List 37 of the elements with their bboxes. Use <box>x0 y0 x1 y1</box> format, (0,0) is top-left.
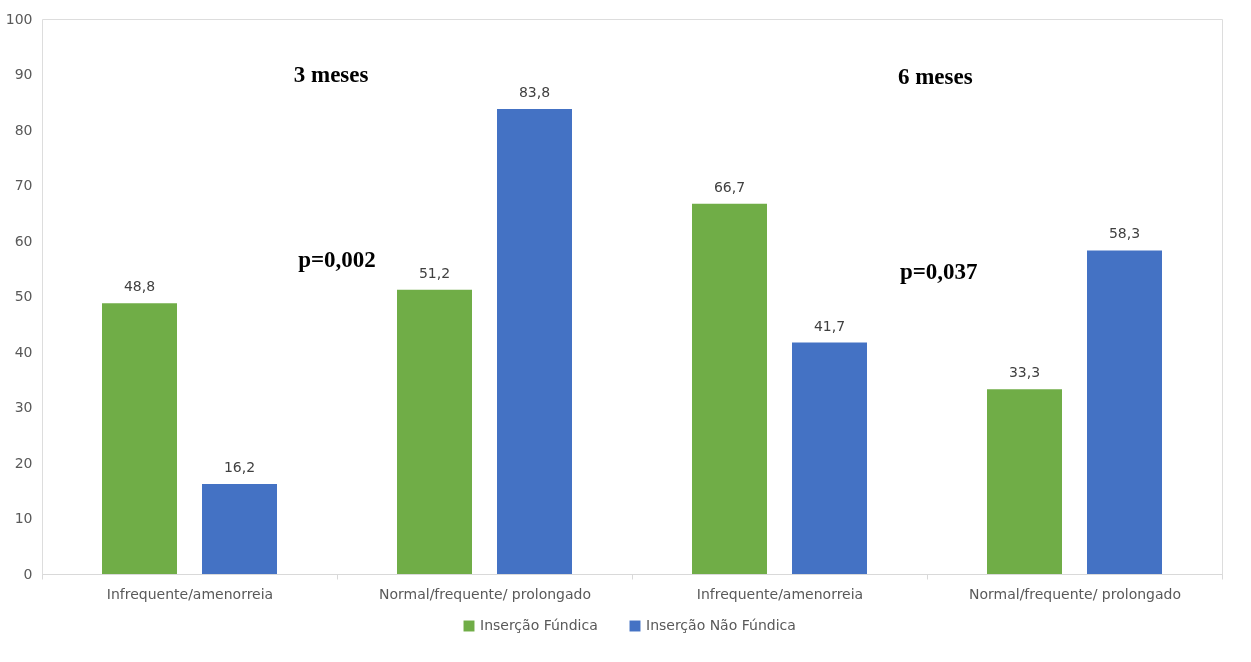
legend-label: Inserção Fúndica <box>480 617 598 633</box>
bar <box>987 389 1062 574</box>
y-tick-label: 100 <box>5 10 33 27</box>
bar <box>1087 250 1162 574</box>
data-label: 51,2 <box>418 264 451 281</box>
y-tick-label: 40 <box>14 343 33 360</box>
x-tick-label: Normal/frequente/ prolongado <box>968 585 1182 602</box>
y-tick-label: 50 <box>14 288 33 304</box>
bar <box>202 484 277 574</box>
y-tick-label: 90 <box>14 66 33 82</box>
annotation: p=0,002 <box>298 247 376 273</box>
annotation: 3 meses <box>293 61 369 87</box>
data-label: 33,3 <box>1008 364 1041 381</box>
y-tick-label: 70 <box>14 177 33 193</box>
annotation: 6 meses <box>897 64 973 90</box>
x-tick-label: Infrequente/amenorreia <box>106 585 274 602</box>
y-tick-label: 20 <box>14 454 33 471</box>
y-tick-label: 60 <box>14 232 33 249</box>
y-tick-label: 10 <box>14 510 33 526</box>
x-tick-label: Infrequente/amenorreia <box>696 585 864 602</box>
bar <box>397 289 472 574</box>
bar <box>102 303 177 574</box>
bar <box>792 342 867 574</box>
bar <box>692 203 767 574</box>
bar <box>497 108 572 574</box>
data-label: 58,3 <box>1108 225 1141 242</box>
annotation: p=0,037 <box>899 258 978 284</box>
y-tick-label: 0 <box>23 565 33 582</box>
data-label: 48,8 <box>123 278 156 295</box>
data-label: 83,8 <box>518 83 551 100</box>
data-label: 66,7 <box>713 178 746 195</box>
y-tick-label: 30 <box>14 399 33 415</box>
x-tick-label: Normal/frequente/ prolongado <box>378 585 592 602</box>
legend-label: Inserção Não Fúndica <box>646 617 796 633</box>
y-tick-label: 80 <box>14 121 33 138</box>
data-label: 41,7 <box>813 317 846 334</box>
data-label: 16,2 <box>223 459 256 476</box>
